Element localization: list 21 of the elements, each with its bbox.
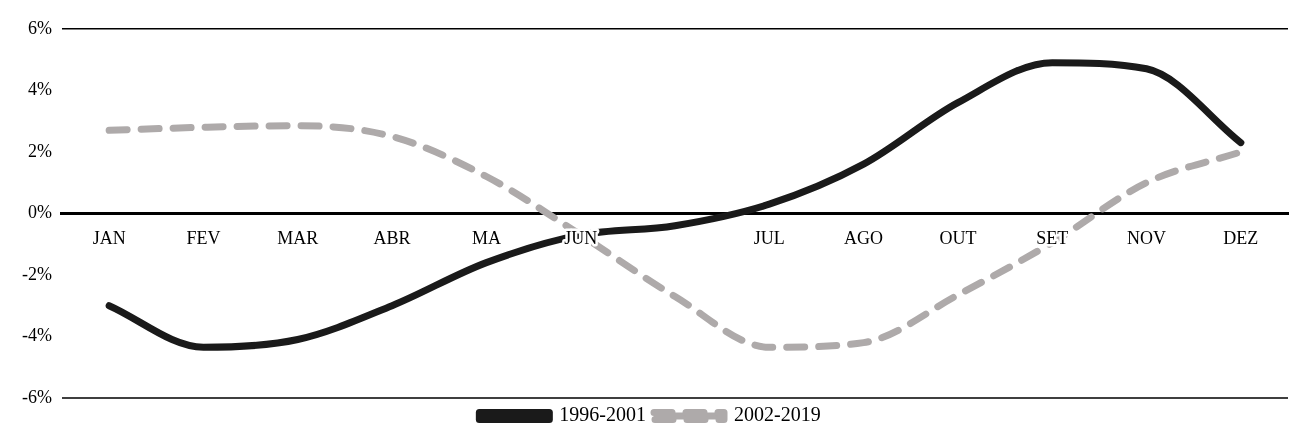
x-tick-label: FEV — [186, 228, 221, 249]
x-tick-label: ABR — [373, 228, 411, 249]
legend-label: 1996-2001 — [559, 403, 647, 426]
y-tick-label: 6% — [27, 17, 52, 38]
x-tick-label: MA — [471, 228, 501, 249]
y-tick-label: 0% — [27, 202, 52, 223]
x-tick-label: DEZ — [1223, 228, 1259, 249]
x-tick-label: AGO — [844, 228, 884, 249]
x-tick-label: NOV — [1127, 228, 1167, 249]
y-tick-label: 2% — [27, 140, 52, 161]
x-tick-label: JAN — [92, 228, 126, 249]
legend-label: 2002-2019 — [734, 403, 821, 426]
x-tick-label: JUN — [564, 228, 598, 249]
x-tick-label: SET — [1036, 228, 1069, 249]
x-tick-label: JUL — [753, 228, 785, 249]
y-tick-label: -4% — [21, 325, 52, 346]
y-tick-label: 4% — [27, 79, 52, 100]
y-tick-label: -2% — [21, 263, 52, 284]
x-tick-label: MAR — [277, 228, 319, 249]
y-tick-label: -6% — [21, 386, 52, 407]
x-tick-label: OUT — [939, 228, 977, 249]
